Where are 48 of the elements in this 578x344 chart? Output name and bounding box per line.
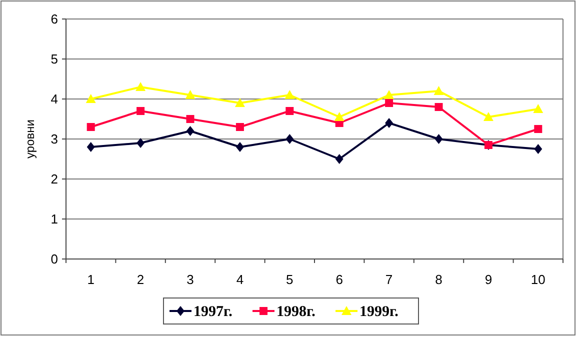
- y-tick-label: 6: [50, 12, 58, 27]
- point: [236, 142, 244, 152]
- point: [136, 82, 146, 91]
- x-tick-label: 7: [385, 272, 393, 287]
- legend-label: 1998г.: [276, 304, 316, 320]
- y-tick-label: 3: [50, 132, 58, 147]
- point: [534, 144, 542, 154]
- x-tick-label: 3: [186, 272, 194, 287]
- point: [286, 134, 294, 144]
- point: [534, 125, 542, 133]
- y-tick-label: 4: [50, 92, 58, 107]
- x-tick-label: 8: [435, 272, 442, 287]
- point: [185, 90, 196, 99]
- point: [286, 107, 294, 115]
- point: [86, 123, 95, 131]
- point: [434, 134, 443, 144]
- y-tick-label: 1: [50, 212, 58, 227]
- y-tick-label: 0: [50, 252, 58, 267]
- point: [136, 138, 145, 148]
- point: [86, 94, 96, 103]
- x-tick-label: 4: [236, 272, 244, 287]
- point: [385, 99, 394, 107]
- x-tick-label: 5: [286, 272, 294, 287]
- point: [136, 107, 145, 115]
- legend-label: 1999г.: [360, 304, 399, 320]
- point: [334, 112, 344, 121]
- point: [483, 112, 494, 121]
- legend-label: 1997г.: [194, 304, 233, 320]
- point: [533, 104, 544, 113]
- point: [385, 118, 394, 128]
- y-axis-title: уровни: [23, 120, 37, 158]
- point: [186, 115, 194, 123]
- point: [384, 90, 394, 99]
- x-tick-label: 6: [336, 272, 343, 287]
- point: [186, 126, 194, 136]
- y-tick-label: 5: [50, 52, 58, 67]
- point: [335, 154, 344, 164]
- point: [284, 90, 295, 99]
- x-tick-label: 1: [87, 272, 94, 287]
- point: [434, 86, 444, 95]
- x-tick-label: 9: [484, 272, 492, 287]
- x-tick-label: 2: [136, 272, 144, 287]
- point: [86, 142, 95, 152]
- point: [236, 123, 244, 131]
- point: [434, 103, 443, 111]
- x-tick-label: 10: [530, 272, 546, 287]
- y-tick-label: 2: [50, 172, 58, 187]
- point: [234, 98, 245, 107]
